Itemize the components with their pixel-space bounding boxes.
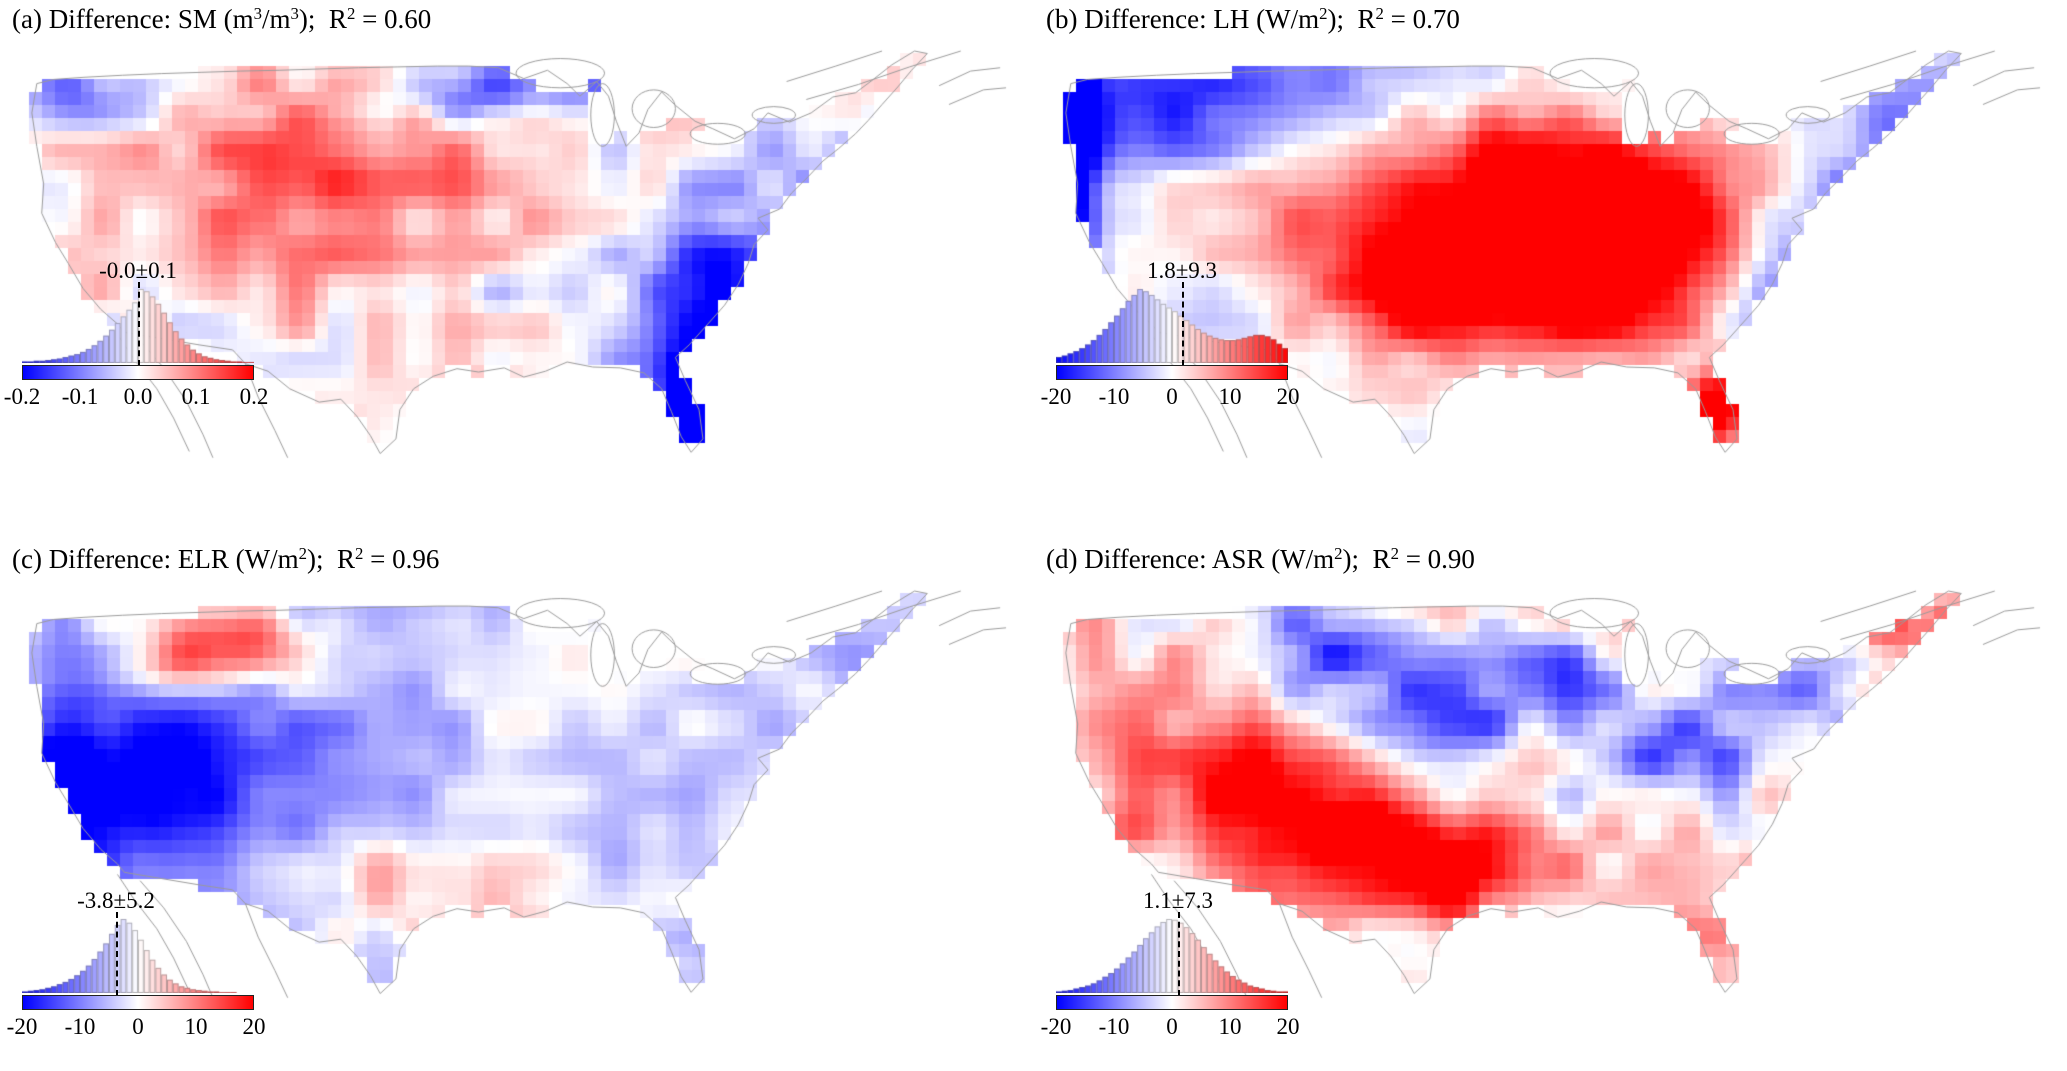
tick-label: 0.1 xyxy=(181,384,211,409)
histogram-inset: 1.8±9.3 -20 -10 0 10 20 xyxy=(1041,258,1300,418)
histogram-inset: -0.0±0.1 -0.2 -0.1 0.0 0.1 0.2 xyxy=(4,258,269,418)
mean-dashed-line xyxy=(1178,912,1180,996)
title-superscript: 3 xyxy=(290,4,299,23)
mean-std-label: -3.8±5.2 xyxy=(77,888,155,913)
colorbar-ticks: -0.2 -0.1 0.0 0.1 0.2 xyxy=(4,384,269,410)
histogram-inset: -3.8±5.2 -20 -10 0 10 20 xyxy=(7,888,266,1048)
tick-label: -0.1 xyxy=(61,384,99,409)
histogram-canvas xyxy=(22,915,254,993)
tick-label: 0 xyxy=(132,1014,144,1039)
title-text: = 0.70 xyxy=(1383,4,1460,35)
tick-label: 20 xyxy=(1276,384,1300,409)
title-superscript: 2 xyxy=(1375,4,1384,23)
mean-std-label: 1.1±7.3 xyxy=(1142,888,1214,913)
panel-title: (d) Difference: ASR (W/m2); R2 = 0.90 xyxy=(1046,544,1475,575)
title-text: ); R xyxy=(1327,4,1376,35)
colorbar-ticks: -20 -10 0 10 20 xyxy=(7,1014,266,1040)
tick-label: 10 xyxy=(1218,1014,1242,1039)
colorbar-ticks: -20 -10 0 10 20 xyxy=(1041,384,1300,410)
title-text: (c) Difference: ELR (W/m xyxy=(12,544,299,575)
mean-dashed-line xyxy=(116,912,118,996)
title-superscript: 2 xyxy=(298,544,307,563)
panel-a: (a) Difference: SM (m3/m3); R2 = 0.60 -0… xyxy=(0,0,1033,531)
title-superscript: 2 xyxy=(1390,544,1399,563)
title-text: /m xyxy=(262,4,291,35)
title-text: = 0.96 xyxy=(363,544,440,575)
colorbar-ticks: -20 -10 0 10 20 xyxy=(1041,1014,1300,1040)
colorbar xyxy=(1056,365,1288,380)
tick-label: 0.2 xyxy=(239,384,269,409)
tick-label: 20 xyxy=(1276,1014,1300,1039)
title-superscript: 3 xyxy=(253,4,263,23)
title-text: (d) Difference: ASR (W/m xyxy=(1046,544,1335,575)
tick-label: -20 xyxy=(1040,384,1072,409)
title-superscript: 2 xyxy=(1319,4,1328,23)
tick-label: 10 xyxy=(1218,384,1242,409)
panel-title: (a) Difference: SM (m3/m3); R2 = 0.60 xyxy=(12,4,431,35)
tick-label: -20 xyxy=(1040,1014,1072,1039)
title-text: ); R xyxy=(298,4,347,35)
panel-d: (d) Difference: ASR (W/m2); R2 = 0.90 1.… xyxy=(1034,540,2067,1071)
us-difference-map xyxy=(1050,40,2050,470)
mean-dashed-line xyxy=(1182,282,1184,366)
title-text: ); R xyxy=(1342,544,1391,575)
tick-label: -10 xyxy=(1098,1014,1130,1039)
panel-b: (b) Difference: LH (W/m2); R2 = 0.70 1.8… xyxy=(1034,0,2067,531)
colorbar xyxy=(22,995,254,1010)
mean-dashed-line xyxy=(138,282,140,366)
mean-std-label: 1.8±9.3 xyxy=(1146,258,1218,283)
colorbar xyxy=(1056,995,1288,1010)
tick-label: 20 xyxy=(242,1014,266,1039)
title-superscript: 2 xyxy=(355,544,364,563)
title-text: = 0.90 xyxy=(1398,544,1475,575)
mean-std-label: -0.0±0.1 xyxy=(99,258,177,283)
title-text: = 0.60 xyxy=(355,4,432,35)
title-superscript: 2 xyxy=(1334,544,1343,563)
tick-label: -20 xyxy=(6,1014,38,1039)
us-difference-map xyxy=(16,40,1016,470)
histogram-canvas xyxy=(1056,915,1288,993)
tick-label: -10 xyxy=(64,1014,96,1039)
colorbar xyxy=(22,365,254,380)
panel-c: (c) Difference: ELR (W/m2); R2 = 0.96 -3… xyxy=(0,540,1033,1071)
tick-label: -10 xyxy=(1098,384,1130,409)
title-text: (a) Difference: SM (m xyxy=(12,4,254,35)
tick-label: 10 xyxy=(184,1014,208,1039)
histogram-canvas xyxy=(1056,285,1288,363)
tick-label: 0 xyxy=(1166,384,1178,409)
title-text: ); R xyxy=(307,544,356,575)
panel-title: (c) Difference: ELR (W/m2); R2 = 0.96 xyxy=(12,544,439,575)
tick-label: 0 xyxy=(1166,1014,1178,1039)
panel-title: (b) Difference: LH (W/m2); R2 = 0.70 xyxy=(1046,4,1460,35)
title-text: (b) Difference: LH (W/m xyxy=(1046,4,1320,35)
tick-label: 0.0 xyxy=(123,384,153,409)
tick-label: -0.2 xyxy=(3,384,41,409)
title-superscript: 2 xyxy=(346,4,356,23)
histogram-inset: 1.1±7.3 -20 -10 0 10 20 xyxy=(1041,888,1300,1048)
